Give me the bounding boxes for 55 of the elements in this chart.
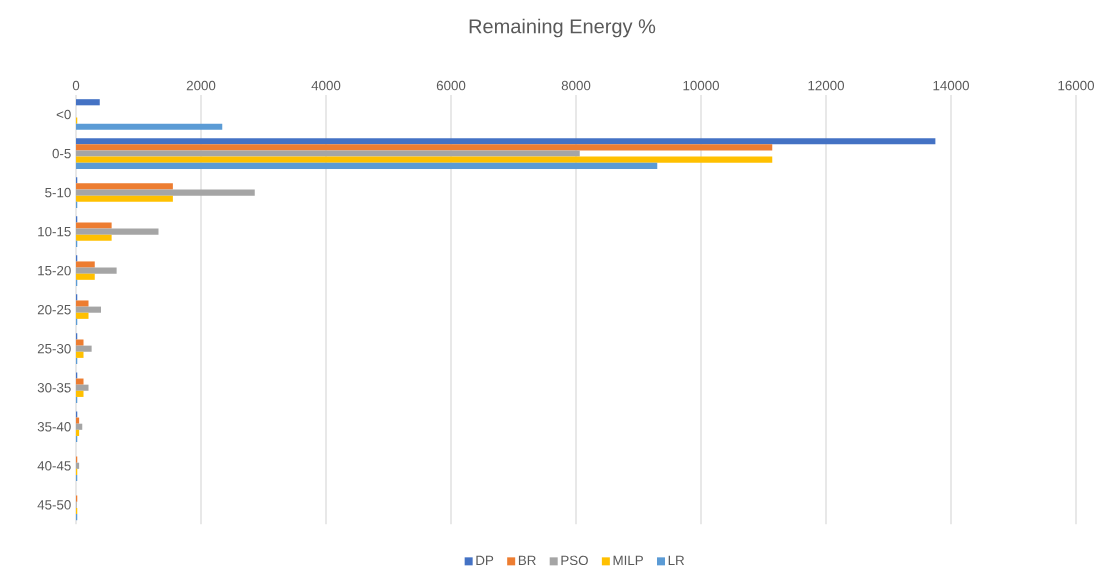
bar [76, 195, 173, 202]
bar [76, 261, 95, 268]
legend-label: MILP [613, 555, 643, 565]
x-tick-label: 12000 [808, 80, 845, 91]
bar [76, 144, 773, 151]
x-tick-label: 16000 [1058, 80, 1095, 91]
bar [76, 156, 773, 163]
bar [76, 273, 95, 280]
bar [76, 423, 83, 430]
bar [76, 267, 117, 274]
legend-label: PSO [561, 555, 588, 566]
y-tick-label: 35-40 [37, 422, 71, 432]
x-tick-label: 4000 [311, 80, 341, 91]
bar [76, 306, 102, 313]
bar [76, 123, 223, 130]
y-tick-label: 30-35 [37, 383, 71, 393]
x-tick-label: 8000 [561, 80, 591, 91]
bar [76, 384, 89, 391]
bar [76, 351, 84, 358]
legend-label: BR [518, 555, 536, 565]
bar [76, 429, 80, 436]
bar [76, 378, 84, 385]
bar [76, 138, 936, 145]
bar [76, 99, 100, 106]
y-tick-label: 15-20 [38, 265, 71, 276]
bar [76, 189, 255, 196]
y-tick-label: 25-30 [37, 343, 71, 354]
bar [76, 162, 658, 169]
bar [76, 228, 159, 235]
x-tick-label: 0 [72, 80, 80, 91]
bar [76, 183, 173, 190]
y-tick-label: 40-45 [37, 461, 71, 471]
bar [76, 390, 84, 397]
bar [76, 222, 112, 229]
bar [76, 300, 89, 307]
x-tick-label: 14000 [933, 80, 970, 91]
y-tick-label: 5-10 [45, 187, 71, 198]
bar [76, 150, 580, 157]
bar [76, 345, 92, 352]
legend-label: DP [476, 555, 494, 565]
y-tick-label: 0-5 [52, 148, 71, 159]
bar [76, 234, 112, 241]
bar [76, 312, 89, 319]
y-tick-label: 10-15 [38, 226, 71, 237]
legend-label: LR [668, 555, 685, 565]
x-tick-label: 2000 [186, 80, 216, 91]
y-tick-label: 45-50 [37, 500, 71, 510]
y-tick-label: 20-25 [37, 304, 71, 315]
chart-title: Remaining Energy % [469, 18, 656, 38]
bar [76, 339, 84, 346]
x-tick-label: 10000 [683, 80, 720, 91]
y-tick-label: <0 [56, 109, 71, 120]
bar [76, 417, 80, 424]
bar [76, 462, 80, 469]
x-tick-label: 6000 [436, 80, 466, 91]
